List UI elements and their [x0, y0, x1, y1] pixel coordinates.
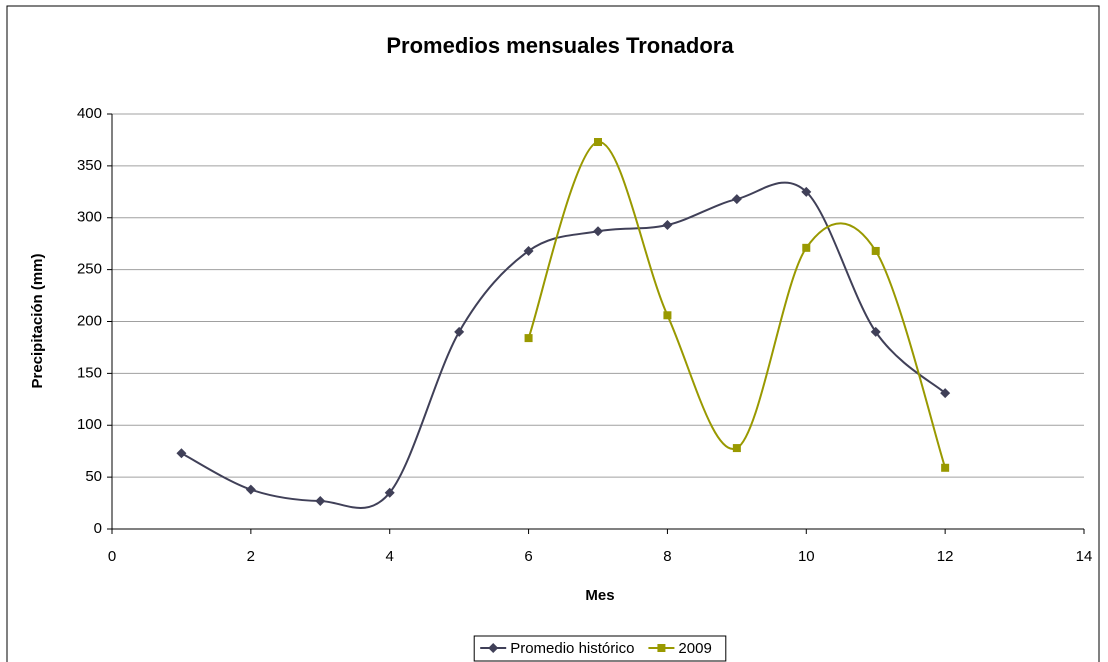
y-tick-label: 200 [77, 312, 102, 329]
point [940, 388, 951, 399]
y-tick-label: 100 [77, 416, 102, 433]
point [732, 444, 741, 453]
x-axis-label: Mes [585, 587, 614, 604]
point [315, 495, 326, 506]
point [524, 334, 533, 343]
legend-box [473, 635, 727, 662]
point [593, 226, 603, 237]
point [245, 484, 256, 495]
legend-marker [657, 644, 666, 652]
x-tick-label: 8 [663, 548, 671, 565]
x-tick-label: 10 [798, 548, 815, 565]
point [594, 138, 602, 147]
y-axis-label: Precipitación (mm) [29, 253, 46, 388]
y-tick-label: 250 [77, 261, 102, 278]
point [454, 326, 465, 337]
point [176, 448, 187, 459]
chart-frame [6, 5, 1100, 662]
x-tick-label: 4 [386, 548, 394, 565]
x-tick-label: 14 [1076, 548, 1093, 565]
y-tick-label: 50 [85, 468, 102, 485]
x-tick-label: 0 [108, 548, 116, 565]
point [663, 311, 672, 320]
y-tick-label: 350 [77, 157, 102, 174]
y-tick-label: 0 [94, 520, 102, 537]
point [731, 194, 742, 205]
point [523, 245, 534, 256]
legend-item: Promedio histórico [480, 640, 634, 657]
x-tick-label: 12 [937, 548, 954, 565]
y-tick-label: 150 [77, 364, 102, 381]
x-tick-label: 2 [247, 548, 255, 565]
legend-marker [488, 643, 499, 653]
point [801, 186, 812, 197]
point [662, 220, 673, 231]
legend: Promedio histórico 2009 [473, 635, 727, 662]
y-tick-label: 300 [77, 209, 102, 226]
point [941, 463, 950, 472]
legend-label: 2009 [678, 640, 711, 657]
point [802, 243, 811, 252]
legend-item: 2009 [648, 640, 712, 657]
y-tick-label: 400 [77, 105, 102, 122]
chart-title: Promedios mensuales Tronadora [386, 33, 734, 58]
point [871, 246, 880, 255]
point [384, 487, 395, 498]
legend-label: Promedio histórico [510, 640, 634, 657]
point [870, 326, 881, 337]
x-tick-label: 6 [524, 548, 532, 565]
